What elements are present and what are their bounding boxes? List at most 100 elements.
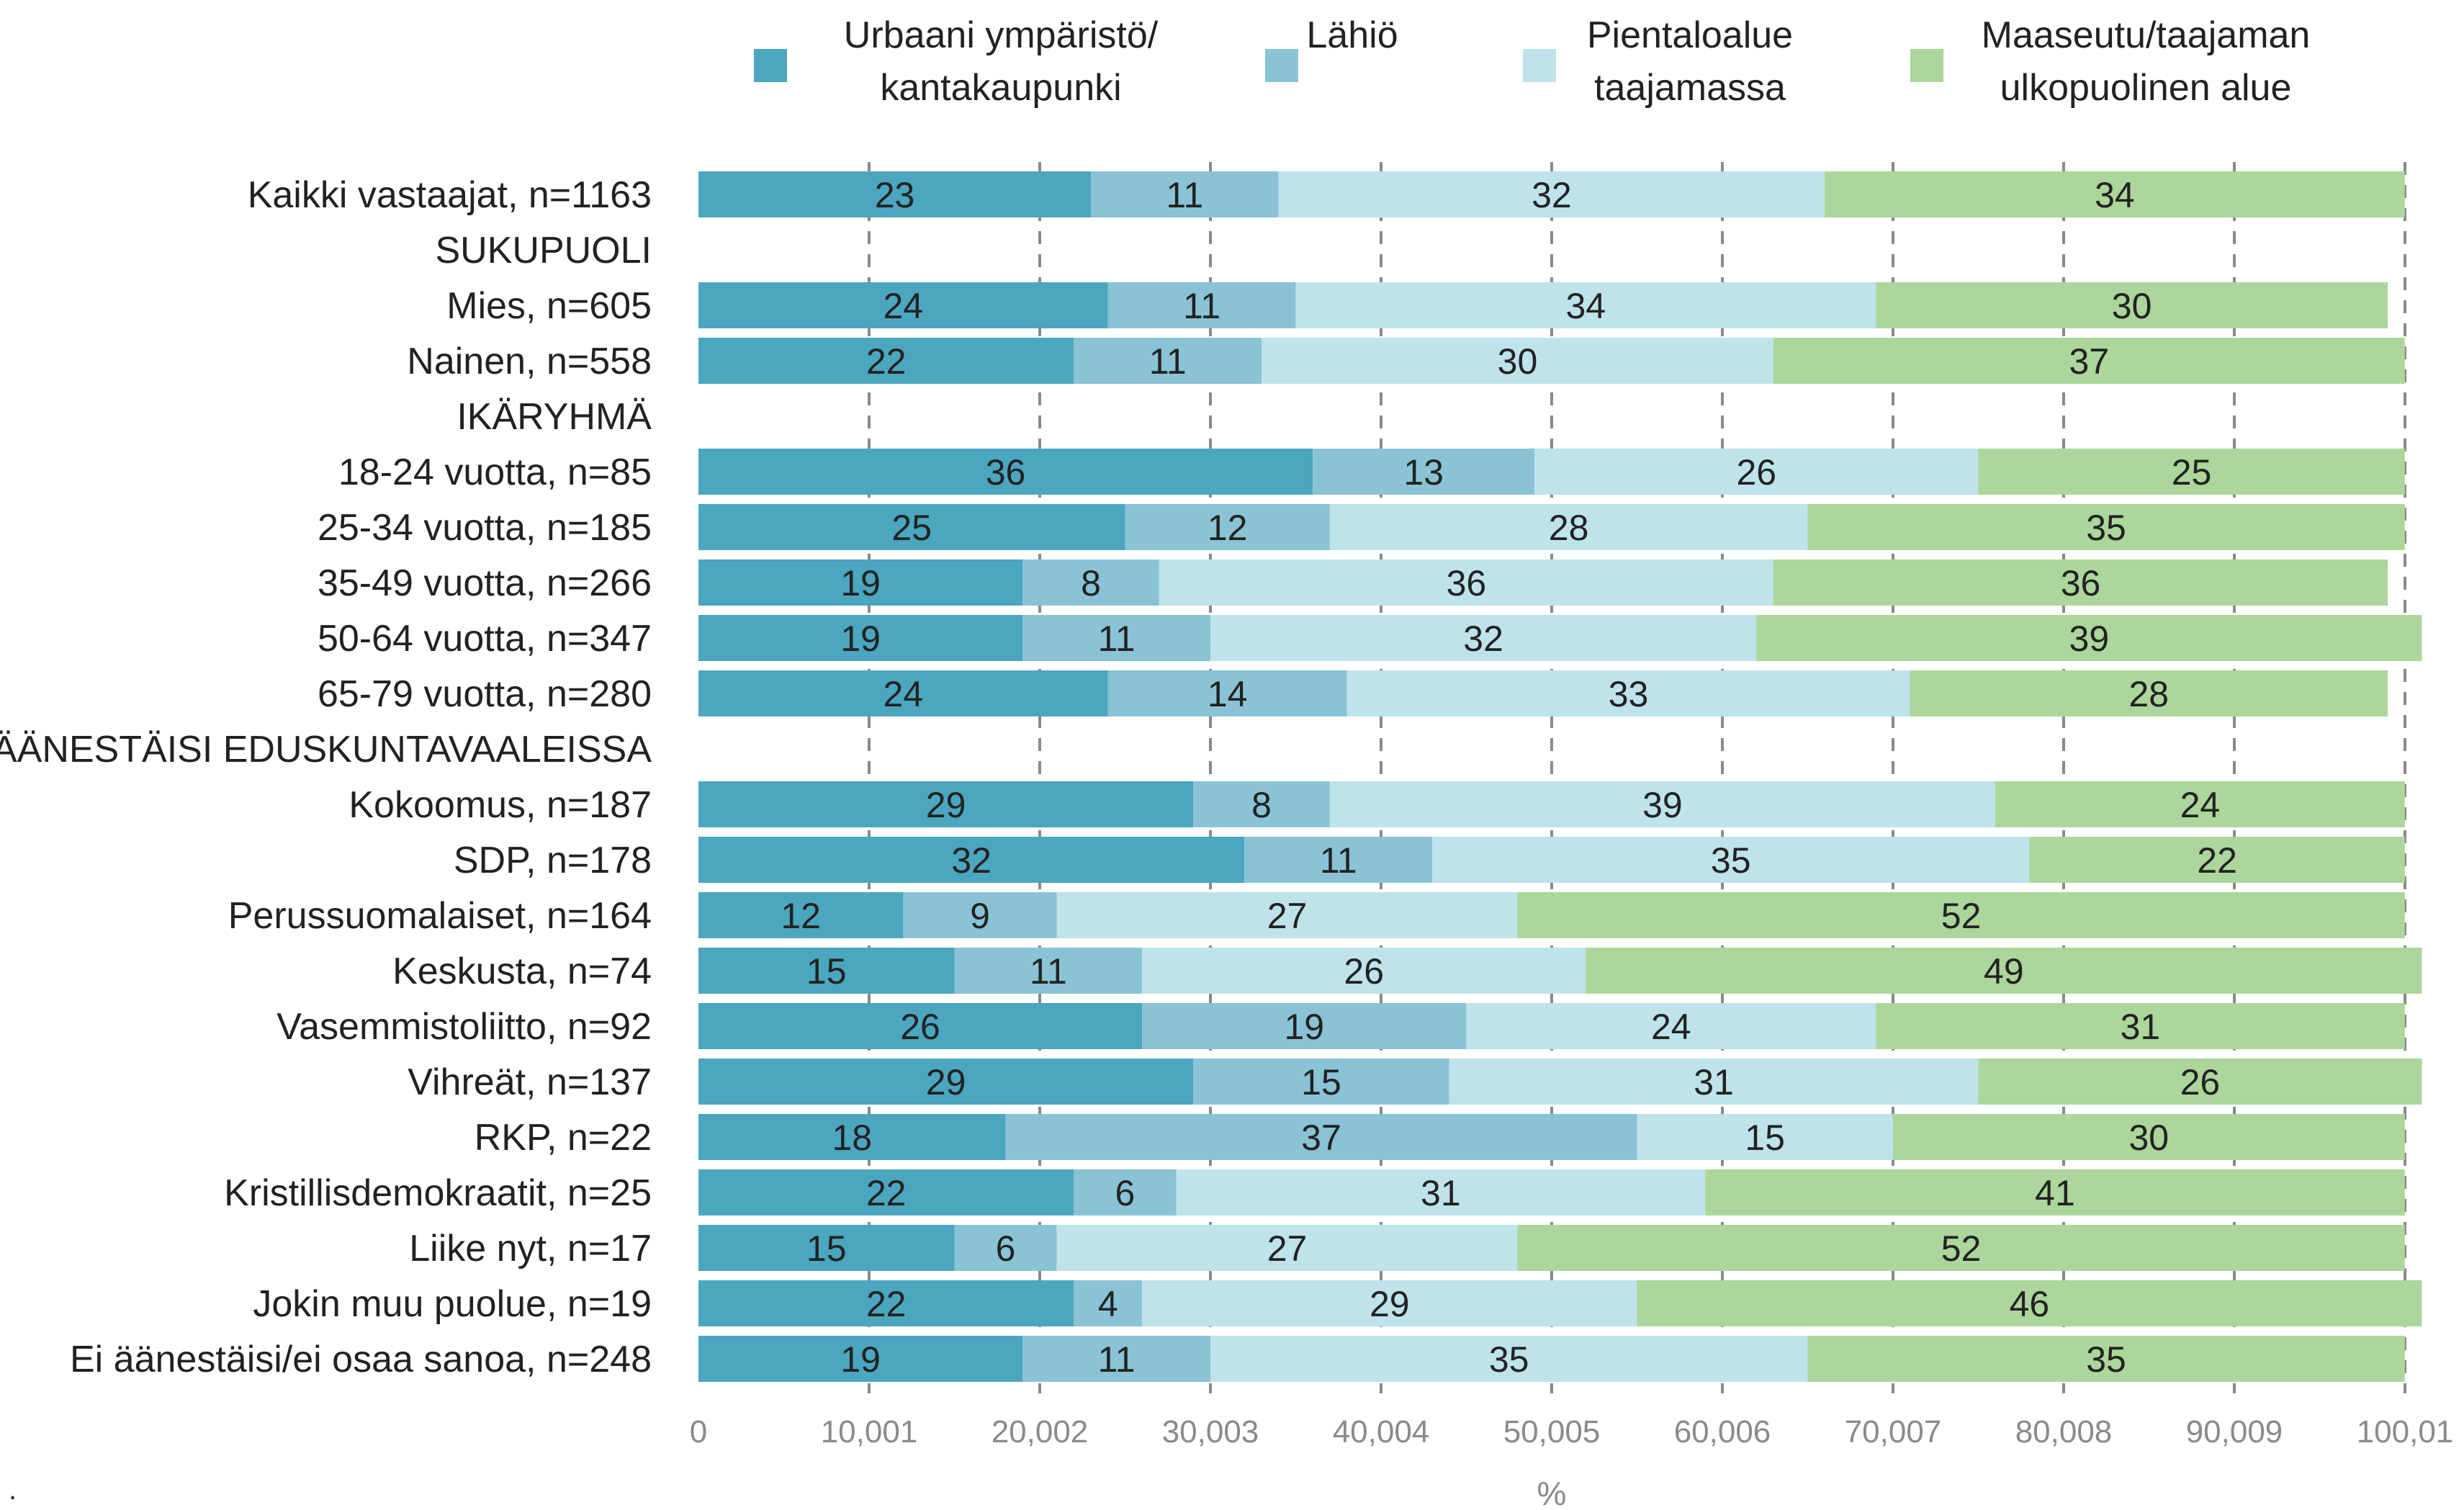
data-label: 8 <box>1251 785 1272 825</box>
data-label: 11 <box>1098 1339 1136 1380</box>
category-label: 50-64 vuotta, n=347 <box>318 618 652 660</box>
data-label: 27 <box>1267 896 1308 936</box>
bar-segment-urbaani-ymparisto-kantakaupunki <box>698 781 1194 827</box>
bar-segment-pientaloalue-taajamassa <box>1295 282 1876 328</box>
bar-segment-pientaloalue-taajamassa <box>1449 1059 1979 1105</box>
category-label: 18-24 vuotta, n=85 <box>338 451 652 493</box>
category-label: Liike nyt, n=17 <box>409 1228 652 1269</box>
bar-segment-lahio <box>1125 504 1330 550</box>
category-labels: Kaikki vastaajat, n=1163 SUKUPUOLI Mies, n… <box>0 174 652 1380</box>
legend-item-lahio: Lähiö <box>1265 14 1398 82</box>
bar-segment-lahio <box>1091 171 1279 217</box>
legend-label: Lähiö <box>1306 14 1398 56</box>
legend-item-pientaloalue-taajamassa: Pientaloalue taajamassa <box>1523 14 1793 109</box>
data-label: 30 <box>2128 1118 2169 1158</box>
bar-row-liike-nyt-n-17: 15 6 27 52 <box>698 1225 2405 1271</box>
data-label: 19 <box>1284 1007 1324 1047</box>
data-label: 19 <box>840 619 881 659</box>
bar-segment-maaseutu-taajaman-ulkopuolinen-alue <box>1773 559 2388 606</box>
bar-row-ei-aanestaisi-ei-osaa-sanoa-n-248: 19 11 35 35 <box>698 1336 2405 1382</box>
data-label: 32 <box>1463 619 1503 659</box>
category-label: SUKUPUOLI <box>435 230 652 271</box>
data-label: 15 <box>806 1228 847 1269</box>
data-label: 39 <box>1642 785 1683 825</box>
data-label: 26 <box>1736 452 1776 493</box>
bar-segment-lahio <box>1193 1059 1449 1105</box>
bar-segment-maaseutu-taajaman-ulkopuolinen-alue <box>1637 1280 2422 1326</box>
data-label: 26 <box>1344 951 1384 992</box>
data-label: 29 <box>926 1062 966 1102</box>
bar-row-sdp-n-178: 32 11 35 22 <box>698 837 2405 883</box>
data-label: 33 <box>1609 674 1649 714</box>
bar-segment-lahio <box>1022 1336 1210 1382</box>
data-label: 6 <box>1115 1173 1136 1213</box>
data-label: 39 <box>2069 619 2110 659</box>
bar-segment-maaseutu-taajaman-ulkopuolinen-alue <box>1892 1114 2405 1160</box>
bar-segment-urbaani-ymparisto-kantakaupunki <box>698 1336 1023 1382</box>
bar-segment-maaseutu-taajaman-ulkopuolinen-alue <box>1910 670 2388 716</box>
bar-segment-lahio <box>1107 282 1296 328</box>
category-label: Nainen, n=558 <box>407 341 652 382</box>
category-label: SDP, n=178 <box>454 840 652 881</box>
bar-segment-urbaani-ymparisto-kantakaupunki <box>698 282 1108 328</box>
bar-segment-pientaloalue-taajamassa <box>1329 781 1996 827</box>
data-label: 36 <box>1447 563 1487 603</box>
data-label: 35 <box>1711 840 1751 881</box>
data-label: 31 <box>2121 1007 2161 1047</box>
data-label: 15 <box>1301 1062 1341 1102</box>
data-label: 24 <box>1651 1007 1691 1047</box>
data-label: 28 <box>1549 508 1589 548</box>
bar-segment-pientaloalue-taajamassa <box>1534 449 1979 495</box>
bar-segment-maaseutu-taajaman-ulkopuolinen-alue <box>1756 615 2422 661</box>
data-label: 6 <box>996 1228 1016 1269</box>
x-tick-label: 90,009 <box>2186 1414 2283 1450</box>
category-label: Keskusta, n=74 <box>392 951 652 992</box>
bar-row-nainen-n-558: 22 11 30 37 <box>698 338 2405 384</box>
legend-swatch <box>1910 49 1943 82</box>
x-axis-title: % <box>1537 1475 1567 1510</box>
data-label: 41 <box>2035 1173 2075 1213</box>
data-label: 36 <box>986 452 1026 493</box>
x-tick-label: 80,008 <box>2015 1414 2113 1450</box>
legend-item-maaseutu-taajaman-ulkopuolinen-alue: Maaseutu/taajaman ulkopuolinen alue <box>1910 14 2310 109</box>
bar-segment-pientaloalue-taajamassa <box>1210 1336 1808 1382</box>
data-label: 30 <box>2112 286 2152 326</box>
data-label: 37 <box>1301 1118 1341 1158</box>
bar-segment-maaseutu-taajaman-ulkopuolinen-alue <box>1807 504 2405 550</box>
category-label: 65-79 vuotta, n=280 <box>318 673 652 715</box>
bar-segment-pientaloalue-taajamassa <box>1262 338 1773 384</box>
data-label: 28 <box>2128 674 2169 714</box>
data-label: 36 <box>2061 563 2101 603</box>
category-label: RKP, n=22 <box>475 1117 652 1159</box>
bar-segment-maaseutu-taajaman-ulkopuolinen-alue <box>1978 1059 2422 1105</box>
data-label: 31 <box>1694 1062 1734 1102</box>
bar-row-keskusta-n-74: 15 11 26 49 <box>698 948 2422 994</box>
bar-segment-lahio <box>1074 1280 1143 1326</box>
data-label: 11 <box>1098 619 1136 659</box>
data-label: 9 <box>970 896 990 936</box>
bar-row-perussuomalaiset-n-164: 12 9 27 52 <box>698 892 2405 938</box>
data-label: 26 <box>2180 1062 2221 1102</box>
bar-segment-pientaloalue-taajamassa <box>1142 948 1586 994</box>
bar-segment-pientaloalue-taajamassa <box>1176 1169 1706 1215</box>
bar-segment-urbaani-ymparisto-kantakaupunki <box>698 504 1125 550</box>
data-label: 14 <box>1208 674 1248 714</box>
bar-row-65-79-vuotta-n-280: 24 14 33 28 <box>698 670 2388 716</box>
bar-segment-urbaani-ymparisto-kantakaupunki <box>698 338 1074 384</box>
data-label: 32 <box>951 840 992 881</box>
bar-segment-pientaloalue-taajamassa <box>1278 171 1825 217</box>
bar-segment-lahio <box>903 892 1057 938</box>
legend-label: ulkopuolinen alue <box>2000 67 2292 109</box>
x-tick-label: 50,005 <box>1503 1414 1601 1450</box>
data-label: 22 <box>2197 840 2237 881</box>
data-label: 19 <box>840 1339 881 1380</box>
bar-segment-maaseutu-taajaman-ulkopuolinen-alue <box>1876 1003 2405 1049</box>
data-label: 12 <box>1208 508 1248 548</box>
x-tick-label: 40,004 <box>1333 1414 1430 1450</box>
bar-segment-maaseutu-taajaman-ulkopuolinen-alue <box>1586 948 2422 994</box>
bar-segment-urbaani-ymparisto-kantakaupunki <box>698 892 904 938</box>
bar-segment-lahio <box>1022 615 1210 661</box>
data-label: 46 <box>2010 1284 2050 1324</box>
data-label: 22 <box>866 1173 907 1213</box>
